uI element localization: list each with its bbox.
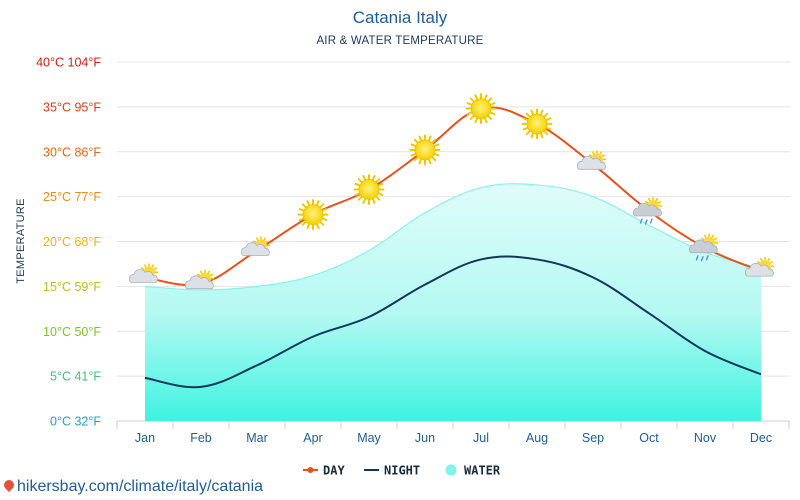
sun-icon	[353, 173, 385, 205]
x-tick-label: Aug	[526, 431, 548, 445]
water-area-series	[144, 183, 762, 421]
y-tick-labels: 0°C 32°F 5°C 41°F 10°C 50°F 15°C 59°F 20°C 6…	[36, 56, 101, 429]
y-tick-label: 10°C 50°F	[43, 325, 101, 339]
legend-swatch	[445, 464, 457, 476]
x-tick-label: May	[357, 431, 381, 445]
x-tick-label: Jul	[473, 431, 489, 445]
sun-icon	[521, 108, 553, 140]
y-tick-label: 20°C 68°F	[43, 235, 101, 249]
x-tick-label: Dec	[750, 431, 772, 445]
x-tick-labels: Jan Feb Mar Apr May Jun Jul Aug Sep Oct Nov Dec	[135, 431, 772, 445]
legend-item-water[interactable]: WATER	[445, 464, 501, 478]
partly-cloudy-icon	[744, 256, 775, 277]
x-tick-label: Oct	[639, 431, 659, 445]
legend-label: DAY	[323, 464, 345, 478]
partly-cloudy-icon	[240, 236, 271, 256]
y-tick-label: 5°C 41°F	[50, 370, 101, 384]
x-tick-label: Jun	[415, 431, 435, 445]
y-tick-label: 30°C 86°F	[43, 145, 101, 159]
y-tick-label: 40°C 104°F	[36, 56, 101, 70]
legend-item-day[interactable]: DAY	[303, 464, 345, 478]
x-tick-label: Mar	[246, 431, 268, 445]
partly-cloudy-icon	[576, 150, 607, 170]
legend-label: WATER	[464, 464, 501, 478]
location-pin-icon	[1, 477, 17, 493]
water-area	[145, 183, 761, 421]
weather-icons	[128, 93, 775, 290]
y-tick-label: 25°C 77°F	[43, 190, 101, 204]
y-tick-label: 15°C 59°F	[43, 280, 101, 294]
legend: DAY NIGHT WATER	[303, 464, 501, 478]
partly-cloudy-rain-icon	[688, 233, 719, 262]
sun-icon	[297, 199, 329, 231]
sun-icon	[409, 134, 441, 166]
sun-icon	[465, 93, 497, 125]
legend-item-night[interactable]: NIGHT	[364, 464, 420, 478]
legend-label: NIGHT	[384, 464, 420, 478]
partly-cloudy-icon	[184, 269, 215, 290]
source-url: hikersbay.com/climate/italy/catania	[17, 478, 264, 495]
source-link[interactable]: hikersbay.com/climate/italy/catania	[1, 477, 264, 496]
x-tick-label: Sep	[582, 431, 604, 445]
night-series-line	[144, 255, 762, 389]
chart-subtitle: AIR & WATER TEMPERATURE	[316, 35, 484, 47]
y-tick-label: 0°C 32°F	[50, 415, 101, 429]
chart-title: Catania Italy	[352, 8, 448, 27]
x-tick-label: Feb	[190, 431, 212, 445]
partly-cloudy-icon	[128, 263, 159, 283]
y-tick-label: 35°C 95°F	[43, 100, 101, 114]
x-tick-label: Nov	[694, 431, 717, 445]
x-tick-label: Jan	[135, 431, 155, 445]
x-tick-label: Apr	[303, 431, 322, 445]
legend-marker	[307, 467, 314, 473]
partly-cloudy-rain-icon	[632, 196, 663, 225]
water-line	[144, 183, 762, 291]
